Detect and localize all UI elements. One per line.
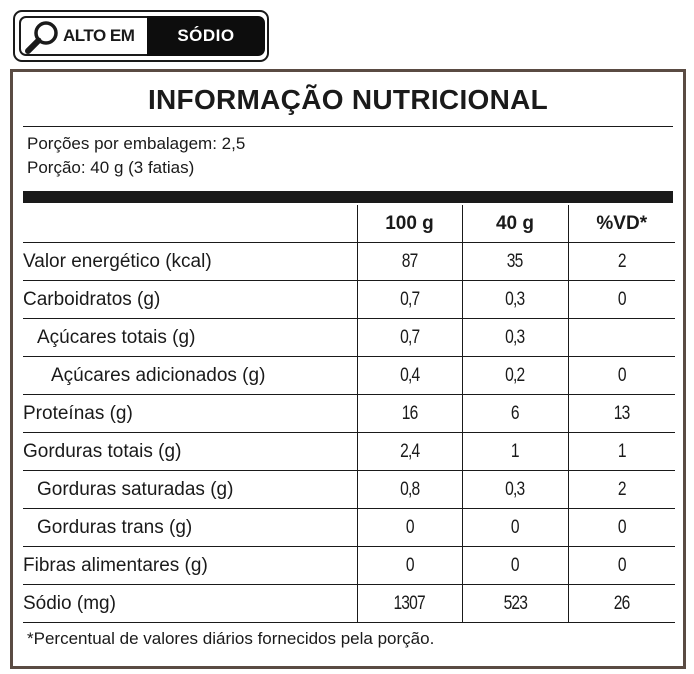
- value-40g: 523: [503, 592, 527, 614]
- value-40g-cell: 0,3: [461, 470, 568, 509]
- value-vd: 2: [617, 478, 627, 500]
- serving-size: Porção: 40 g (3 fatias): [27, 158, 195, 177]
- value-100g: 0,7: [399, 326, 420, 348]
- value-100g-cell: 0: [356, 508, 462, 547]
- value-40g: 0,3: [505, 326, 525, 348]
- table-header-row: 100 g 40 g %VD*: [23, 205, 675, 243]
- header-100g: 100 g: [356, 205, 462, 243]
- header-vd: %VD*: [567, 205, 675, 243]
- nutrient-name: Gorduras saturadas (g): [23, 470, 357, 509]
- table-row: Açúcares totais (g) 0,7 0,3: [23, 318, 675, 357]
- table-row: Gorduras totais (g) 2,4 1 1: [23, 432, 675, 471]
- table-row: Gorduras trans (g) 0 0 0: [23, 508, 675, 547]
- table-row: Açúcares adicionados (g) 0,4 0,2 0: [23, 356, 675, 395]
- value-vd-cell: 2: [567, 470, 675, 509]
- value-40g-cell: 0,2: [461, 356, 568, 395]
- value-100g: 16: [401, 402, 419, 424]
- nutrient-name: Açúcares totais (g): [23, 318, 357, 357]
- value-40g: 35: [507, 250, 524, 272]
- thick-divider: [23, 191, 673, 203]
- value-40g: 0,3: [505, 288, 525, 310]
- nutrition-table: 100 g 40 g %VD* Valor energético (kcal) 8…: [23, 205, 675, 623]
- magnifier-icon: [25, 21, 58, 54]
- value-100g: 1307: [393, 592, 426, 614]
- value-vd-cell: 26: [567, 584, 675, 623]
- table-row: Proteínas (g) 16 6 13: [23, 394, 675, 433]
- nutrient-name: Fibras alimentares (g): [23, 546, 357, 585]
- value-vd: 1: [617, 440, 627, 462]
- value-100g: 0: [405, 516, 415, 538]
- badge-alto-em-text: ALTO EM: [63, 26, 135, 45]
- badge-left-panel: ALTO EM: [19, 16, 149, 56]
- footnote: *Percentual de valores diários fornecido…: [27, 629, 435, 648]
- value-vd-cell: 1: [567, 432, 675, 471]
- value-100g-cell: 1307: [356, 584, 462, 623]
- value-100g-cell: 0,8: [356, 470, 462, 509]
- alto-em-sodio-badge: ALTO EM SÓDIO: [13, 10, 269, 62]
- value-40g-cell: 0: [461, 508, 568, 547]
- nutrient-name: Carboidratos (g): [23, 280, 357, 319]
- value-vd: 0: [617, 516, 627, 538]
- table-row: Fibras alimentares (g) 0 0 0: [23, 546, 675, 585]
- nutrition-facts-panel: INFORMAÇÃO NUTRICIONAL Porções por embal…: [10, 69, 686, 669]
- value-vd: 2: [617, 250, 627, 272]
- value-vd: 13: [613, 402, 631, 424]
- value-100g-cell: 0,7: [356, 318, 462, 357]
- value-vd-cell: 0: [567, 280, 675, 319]
- badge-sodio-text: SÓDIO: [147, 16, 265, 56]
- value-40g-cell: 1: [461, 432, 568, 471]
- value-100g-cell: 2,4: [356, 432, 462, 471]
- value-40g: 0,2: [505, 364, 525, 386]
- value-100g-cell: 16: [356, 394, 462, 433]
- value-vd-cell: 0: [567, 356, 675, 395]
- value-vd: 0: [617, 364, 627, 386]
- value-vd-cell: [567, 318, 675, 357]
- nutrient-name: Valor energético (kcal): [23, 242, 357, 281]
- value-100g: 0,8: [399, 478, 420, 500]
- value-100g: 0,4: [399, 364, 420, 386]
- value-40g-cell: 523: [461, 584, 568, 623]
- value-40g-cell: 35: [461, 242, 568, 281]
- header-40g: 40 g: [461, 205, 568, 243]
- value-100g: 2,4: [399, 440, 420, 462]
- value-40g: 0,3: [505, 478, 525, 500]
- value-vd-cell: 13: [567, 394, 675, 433]
- value-100g-cell: 87: [356, 242, 462, 281]
- value-vd-cell: 2: [567, 242, 675, 281]
- value-vd: 26: [613, 592, 631, 614]
- value-40g-cell: 0: [461, 546, 568, 585]
- value-vd: 0: [617, 554, 627, 576]
- value-100g: 87: [401, 250, 419, 272]
- value-40g-cell: 0,3: [461, 280, 568, 319]
- value-100g: 0,7: [399, 288, 420, 310]
- value-100g-cell: 0,7: [356, 280, 462, 319]
- value-100g-cell: 0,4: [356, 356, 462, 395]
- servings-per-package: Porções por embalagem: 2,5: [27, 134, 246, 153]
- table-row: Gorduras saturadas (g) 0,8 0,3 2: [23, 470, 675, 509]
- table-row: Carboidratos (g) 0,7 0,3 0: [23, 280, 675, 319]
- nutrient-name: Gorduras trans (g): [23, 508, 357, 547]
- value-40g: 1: [511, 440, 520, 462]
- nutrient-name: Proteínas (g): [23, 394, 357, 433]
- value-40g: 6: [511, 402, 520, 424]
- value-40g: 0: [511, 554, 520, 576]
- value-40g-cell: 6: [461, 394, 568, 433]
- title-divider: [23, 126, 673, 127]
- value-vd-cell: 0: [567, 546, 675, 585]
- value-40g: 0: [511, 516, 520, 538]
- header-blank: [23, 205, 357, 243]
- table-row: Sódio (mg) 1307 523 26: [23, 584, 675, 623]
- nutrient-name: Sódio (mg): [23, 584, 357, 623]
- nutrient-name: Gorduras totais (g): [23, 432, 357, 471]
- nutrient-name: Açúcares adicionados (g): [23, 356, 357, 395]
- nutrition-title: INFORMAÇÃO NUTRICIONAL: [147, 84, 549, 115]
- value-vd-cell: 0: [567, 508, 675, 547]
- value-100g: 0: [405, 554, 415, 576]
- table-row: Valor energético (kcal) 87 35 2: [23, 242, 675, 281]
- value-40g-cell: 0,3: [461, 318, 568, 357]
- value-100g-cell: 0: [356, 546, 462, 585]
- value-vd: 0: [617, 288, 627, 310]
